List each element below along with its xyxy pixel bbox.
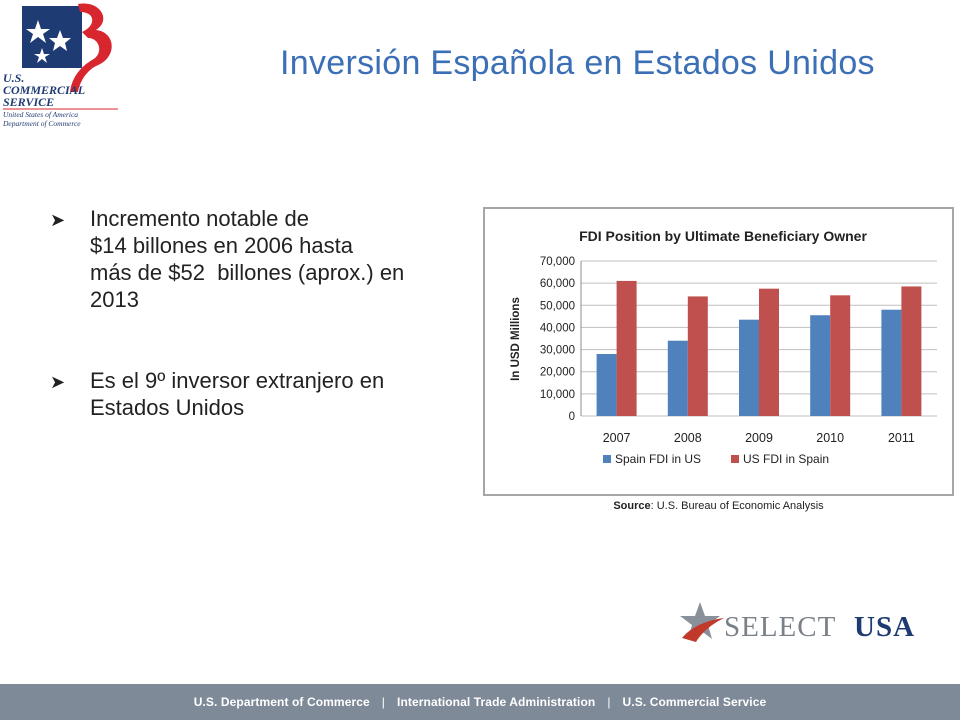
footer-separator: |	[607, 695, 611, 709]
x-tick-label: 2010	[816, 431, 844, 445]
selectusa-star-icon	[680, 602, 720, 639]
legend-label: US FDI in Spain	[743, 452, 829, 466]
chart-y-axis-label: In USD Millions	[510, 297, 522, 381]
bar-spain-fdi-in-us	[667, 340, 688, 416]
bar-us-fdi-in-spain	[830, 295, 851, 416]
y-tick-label: 0	[569, 411, 575, 423]
bullet-item: ➤ Incremento notable de $14 billones en …	[48, 205, 478, 313]
bar-us-fdi-in-spain	[901, 286, 922, 416]
x-tick-label: 2009	[745, 431, 773, 445]
y-tick-label: 70,000	[540, 256, 575, 268]
fdi-bar-chart: FDI Position by Ultimate Beneficiary Own…	[510, 228, 937, 466]
footer-bar: U.S. Department of Commerce | Internationa…	[0, 684, 960, 720]
y-tick-label: 50,000	[540, 300, 575, 312]
logo-star-icon	[34, 48, 50, 63]
chart-y-ticks: 0 10,000 20,000 30,000 40,000 50,000 60,000 70,…	[540, 256, 575, 423]
footer-item-doc: U.S. Department of Commerce	[193, 695, 370, 709]
bullet-line: más de $52 billones (aprox.) en	[90, 260, 405, 285]
bullet-line: 2013	[90, 287, 139, 312]
bullet-list: ➤ Incremento notable de $14 billones en …	[48, 205, 478, 475]
fdi-chart-frame: FDI Position by Ultimate Beneficiary Own…	[483, 207, 954, 496]
arrow-bullet-icon: ➤	[50, 210, 66, 230]
logo-red-ribbon	[70, 3, 112, 93]
bullet-line: Incremento notable de	[90, 206, 309, 231]
x-tick-label: 2008	[674, 431, 702, 445]
logo-text-commercial: COMMERCIAL	[3, 83, 85, 97]
y-tick-label: 40,000	[540, 322, 575, 334]
logo-text-doc: Department of Commerce	[2, 119, 81, 128]
selectusa-text-select: SELECT	[724, 611, 836, 643]
source-label: Source	[613, 500, 651, 512]
bar-spain-fdi-in-us	[596, 354, 617, 416]
x-tick-label: 2011	[888, 431, 915, 445]
selectusa-logo: SELECT USA	[680, 602, 915, 643]
legend-label: Spain FDI in US	[615, 452, 701, 466]
us-commercial-service-logo: U.S. COMMERCIAL SERVICE United States of…	[2, 3, 118, 128]
y-tick-label: 60,000	[540, 278, 575, 290]
logo-blue-square	[22, 6, 82, 68]
chart-bars	[596, 280, 922, 416]
chart-x-ticks: 2007 2008 2009 2010 2011	[603, 431, 915, 445]
logo-text-service: SERVICE	[3, 95, 54, 109]
bullet-line: Es el 9º inversor extranjero en	[90, 368, 385, 393]
bullet-line: Estados Unidos	[90, 395, 245, 420]
bar-spain-fdi-in-us	[739, 319, 759, 416]
logo-text-usa: United States of America	[3, 110, 78, 119]
legend-swatch	[603, 455, 611, 463]
footer-separator: |	[381, 695, 386, 709]
chart-source: Source: U.S. Bureau of Economic Analysis	[483, 500, 954, 512]
bar-us-fdi-in-spain	[759, 288, 779, 416]
footer-text: U.S. Department of Commerce | Internationa…	[0, 684, 960, 720]
logo-star-icon	[26, 20, 50, 43]
legend-swatch	[731, 455, 739, 463]
logo-text-us: U.S.	[3, 71, 24, 85]
bar-us-fdi-in-spain	[616, 280, 637, 416]
selectusa-swoosh-icon	[682, 618, 724, 642]
bar-spain-fdi-in-us	[810, 315, 831, 416]
y-tick-label: 10,000	[540, 389, 575, 401]
source-text: : U.S. Bureau of Economic Analysis	[650, 500, 824, 512]
x-tick-label: 2007	[603, 431, 631, 445]
y-tick-label: 30,000	[540, 345, 575, 357]
chart-title: FDI Position by Ultimate Beneficiary Own…	[579, 228, 867, 244]
bullet-item: ➤ Es el 9º inversor extranjero en Estado…	[48, 367, 478, 421]
y-tick-label: 20,000	[540, 367, 575, 379]
logo-star-icon	[49, 30, 71, 51]
selectusa-text-usa: USA	[854, 611, 915, 643]
bar-us-fdi-in-spain	[687, 296, 708, 416]
chart-legend: Spain FDI in US US FDI in Spain	[603, 452, 829, 466]
bullet-line: $14 billones en 2006 hasta	[90, 233, 353, 258]
footer-item-cs: U.S. Commercial Service	[622, 695, 767, 709]
footer-item-ita: International Trade Administration	[397, 695, 596, 709]
page-title: Inversión Española en Estados Unidos	[280, 44, 875, 82]
bar-spain-fdi-in-us	[881, 309, 902, 416]
arrow-bullet-icon: ➤	[50, 372, 66, 392]
